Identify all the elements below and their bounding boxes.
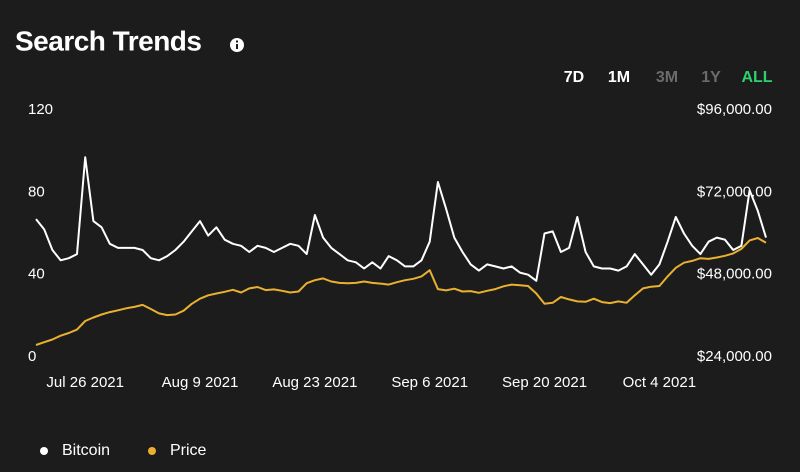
y2-tick-label: $24,000.00	[697, 348, 772, 365]
info-icon[interactable]	[230, 38, 244, 52]
y-tick-label: 120	[28, 101, 53, 118]
y2-tick-label: $48,000.00	[697, 266, 772, 283]
info-glyph	[236, 44, 238, 49]
series-line	[35, 156, 767, 282]
y2-tick-label: $72,000.00	[697, 183, 772, 200]
title: Search Trends	[15, 25, 201, 56]
y-tick-label: 0	[28, 348, 36, 365]
series-line	[35, 237, 767, 346]
x-tick-label: Oct 4 2021	[623, 374, 696, 391]
info-dot	[236, 40, 238, 43]
x-tick-label: Sep 20 2021	[502, 374, 587, 391]
legend-label: Price	[170, 442, 207, 459]
x-tick-label: Aug 23 2021	[272, 374, 357, 391]
x-tick-label: Aug 9 2021	[162, 374, 239, 391]
legend-label: Bitcoin	[62, 442, 110, 459]
timeframe-button[interactable]: ALL	[741, 69, 772, 86]
timeframe-button[interactable]: 3M	[656, 69, 678, 86]
timeframe-button[interactable]: 1M	[608, 69, 630, 86]
legend-swatch	[148, 447, 156, 455]
x-tick-label: Jul 26 2021	[46, 374, 124, 391]
legend-swatch	[40, 447, 48, 455]
y-tick-label: 80	[28, 183, 45, 200]
y2-tick-label: $96,000.00	[697, 101, 772, 118]
y-tick-label: 40	[28, 266, 45, 283]
x-tick-label: Sep 6 2021	[391, 374, 468, 391]
timeframe-button[interactable]: 7D	[564, 69, 584, 86]
timeframe-button[interactable]: 1Y	[701, 69, 721, 86]
